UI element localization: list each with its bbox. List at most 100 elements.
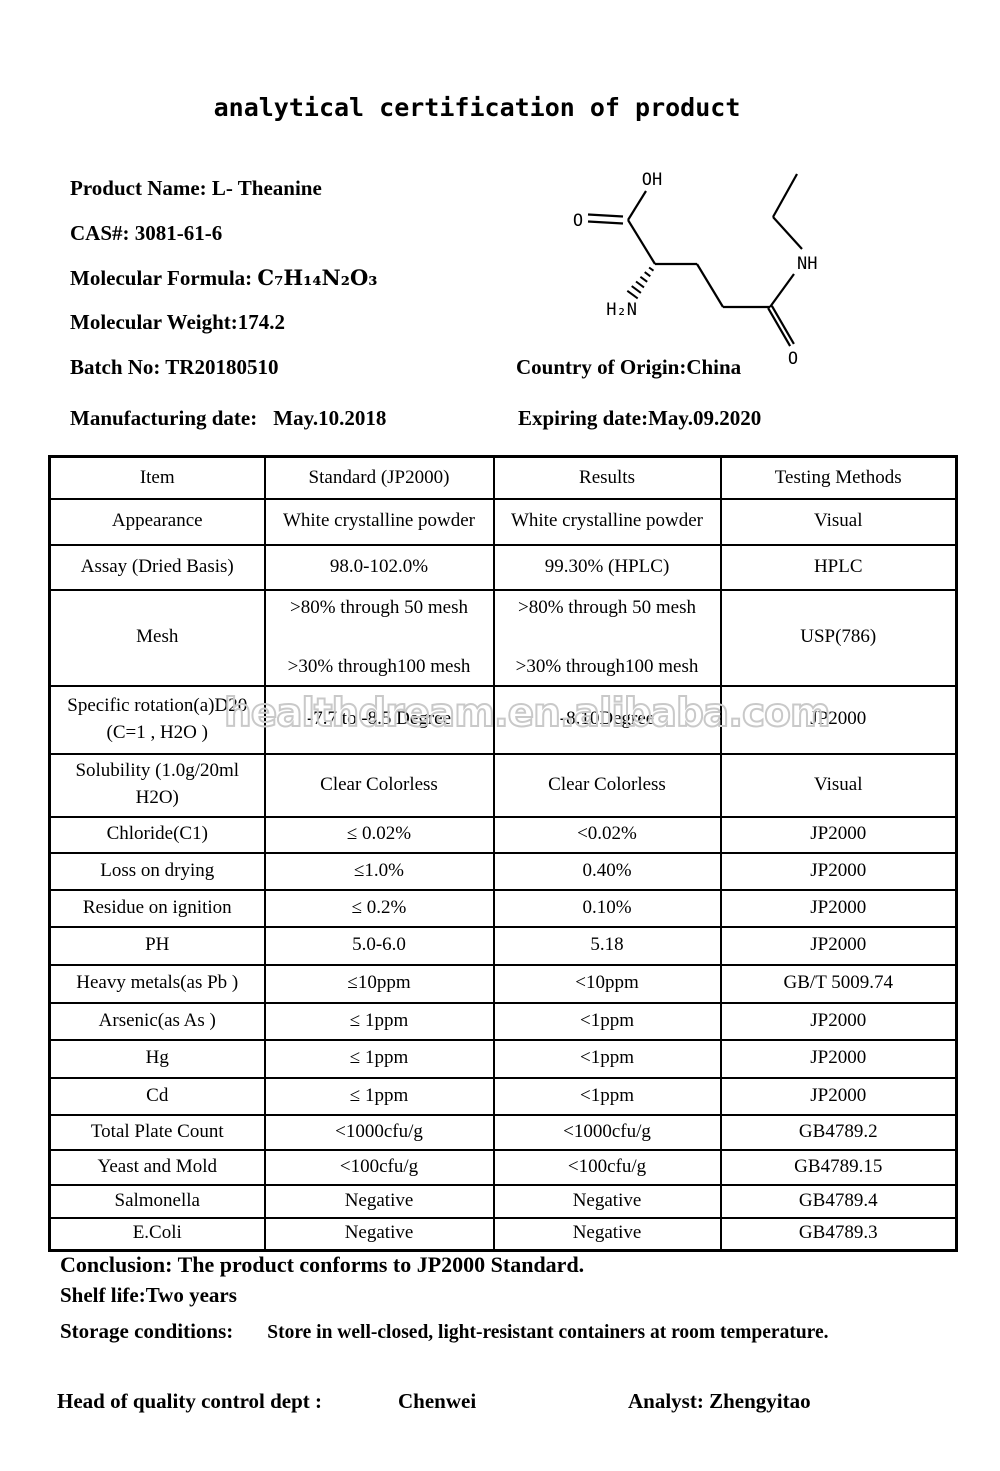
cell-content: Negative bbox=[267, 1188, 492, 1215]
molecule-structure: OH O H₂N NH O bbox=[573, 170, 818, 369]
cell-line: Appearance bbox=[111, 510, 203, 532]
cell-results: -8.10Degree bbox=[492, 684, 722, 755]
cell-line: <100cfu/g bbox=[339, 1155, 419, 1177]
cell-content: HPLC bbox=[723, 554, 955, 581]
cell-method: USP(786) bbox=[719, 588, 958, 687]
cell-line: <1ppm bbox=[580, 1047, 634, 1069]
cell-content: USP(786) bbox=[723, 624, 955, 651]
cell-line: JP2000 bbox=[810, 934, 867, 956]
cell-content: >80% through 50 mesh >30% through100 mesh bbox=[267, 592, 492, 684]
cell-line: ≤ 1ppm bbox=[349, 1009, 409, 1031]
cell-line: Visual bbox=[814, 510, 863, 532]
cell-line: Negative bbox=[572, 1222, 642, 1244]
cell-standard: ≤ 1ppm bbox=[263, 1038, 495, 1079]
cell-item: Mesh bbox=[48, 588, 266, 687]
cell-content: Chloride(C1) bbox=[52, 821, 263, 848]
cell-line: Negative bbox=[572, 1189, 642, 1211]
cell-line: >80% through 50 mesh bbox=[517, 596, 696, 618]
table-row: Mesh >80% through 50 mesh >30% through100 … bbox=[48, 588, 958, 687]
cell-content: Negative bbox=[496, 1220, 719, 1247]
cell-content: <1ppm bbox=[496, 1083, 719, 1110]
cell-content: JP2000 bbox=[723, 1008, 955, 1035]
cell-content: >80% through 50 mesh >30% through100 mesh bbox=[496, 592, 719, 684]
cell-content: E.Coli bbox=[52, 1220, 263, 1247]
cell-line: -7.7 to -8.5 Degree bbox=[306, 708, 452, 730]
table-row: Residue on ignition ≤ 0.2% 0.10% JP2000 bbox=[48, 888, 958, 928]
cell-content: JP2000 bbox=[723, 821, 955, 848]
cell-line: ≤1.0% bbox=[353, 859, 404, 881]
page-title: analytical certification of product bbox=[213, 93, 741, 122]
cell-method: GB4789.3 bbox=[719, 1216, 958, 1252]
cell-standard: ≤ 1ppm bbox=[263, 1076, 495, 1116]
cell-standard: ≤10ppm bbox=[263, 963, 495, 1004]
qc-dept-name: Chenwei bbox=[398, 1389, 477, 1413]
cell-content: ≤1.0% bbox=[267, 858, 492, 885]
cell-method: JP2000 bbox=[719, 684, 958, 755]
cell-method: GB4789.2 bbox=[719, 1113, 958, 1151]
cell-line: Negative bbox=[344, 1189, 414, 1211]
cas-line: CAS#: 3081-61-6 bbox=[70, 221, 223, 245]
cell-content: GB4789.4 bbox=[723, 1188, 955, 1215]
cell-line: (C=1 , H2O ) bbox=[106, 721, 209, 743]
cell-line: H2O) bbox=[135, 787, 179, 808]
cell-line: Yeast and Mold bbox=[97, 1155, 217, 1177]
cell-line: JP2000 bbox=[810, 896, 867, 918]
header-item: Item bbox=[48, 455, 266, 500]
cell-standard: Clear Colorless bbox=[263, 752, 495, 818]
cell-content: <0.02% bbox=[496, 821, 719, 848]
cell-content: <1ppm bbox=[496, 1008, 719, 1035]
cell-content: ≤ 1ppm bbox=[267, 1083, 492, 1110]
atom-label-nh: NH bbox=[797, 254, 817, 274]
cell-results: <100cfu/g bbox=[492, 1148, 722, 1186]
cell-line: <100cfu/g bbox=[567, 1155, 647, 1177]
storage-conditions-line: Storage conditions: Store in well-closed,… bbox=[60, 1319, 829, 1344]
cell-line: 5.0-6.0 bbox=[352, 934, 406, 956]
cell-line: <1000cfu/g bbox=[563, 1120, 651, 1142]
qc-dept-label: Head of quality control dept : bbox=[57, 1389, 323, 1413]
cell-content: ≤ 0.02% bbox=[267, 821, 492, 848]
table-row: E.Coli Negative Negative GB4789.3 bbox=[48, 1216, 958, 1252]
table-row: Cd ≤ 1ppm <1ppm JP2000 bbox=[48, 1076, 958, 1116]
cell-line: Visual bbox=[814, 773, 863, 795]
cell-content: JP2000 bbox=[723, 706, 955, 733]
cell-content: Appearance bbox=[52, 508, 263, 535]
cell-line: Specific rotation(a)D20 bbox=[67, 694, 248, 716]
cell-content: GB/T 5009.74 bbox=[723, 970, 955, 997]
cell-content: 0.40% bbox=[496, 858, 719, 885]
origin-line: Country of Origin:China bbox=[516, 355, 742, 379]
cell-line: ≤ 0.2% bbox=[351, 896, 407, 918]
formula-line: Molecular Formula: C₇H₁₄N₂O₃ bbox=[70, 265, 377, 291]
cell-results: 0.40% bbox=[492, 851, 722, 891]
product-name-line: Product Name: L- Theanine bbox=[70, 176, 322, 200]
cell-results: Negative bbox=[492, 1183, 722, 1219]
expiry-line: Expiring date:May.09.2020 bbox=[518, 406, 762, 430]
cell-line: Salmonella bbox=[114, 1189, 200, 1211]
batch-origin-line: Batch No: TR20180510 Country of Origin:Ch… bbox=[70, 355, 970, 380]
cell-results: <10ppm bbox=[492, 963, 722, 1004]
cell-line: <1000cfu/g bbox=[335, 1120, 423, 1142]
cell-line: 99.30% (HPLC) bbox=[544, 555, 670, 577]
cell-line: <1ppm bbox=[580, 1009, 634, 1031]
cell-results: 5.18 bbox=[492, 925, 722, 966]
cell-content: Assay (Dried Basis) bbox=[52, 554, 263, 581]
cell-line: JP2000 bbox=[810, 708, 867, 730]
cell-line: USP(786) bbox=[800, 626, 877, 648]
cell-method: Visual bbox=[719, 497, 958, 546]
cell-content: Salmonella bbox=[52, 1188, 263, 1215]
cell-results: 0.10% bbox=[492, 888, 722, 928]
cell-line: Assay (Dried Basis) bbox=[80, 555, 234, 577]
cell-line: 0.40% bbox=[582, 859, 632, 881]
cell-results: <1000cfu/g bbox=[492, 1113, 722, 1151]
signature-row: Head of quality control dept : Chenwei A… bbox=[57, 1389, 977, 1419]
cell-content: JP2000 bbox=[723, 1045, 955, 1072]
cell-standard: 98.0-102.0% bbox=[263, 543, 495, 591]
cell-content: JP2000 bbox=[723, 895, 955, 922]
cell-results: <1ppm bbox=[492, 1001, 722, 1041]
cell-content: <1ppm bbox=[496, 1045, 719, 1072]
cell-content: GB4789.2 bbox=[723, 1119, 955, 1146]
cell-line: JP2000 bbox=[810, 1084, 867, 1106]
cell-item: Assay (Dried Basis) bbox=[48, 543, 266, 591]
cell-content: JP2000 bbox=[723, 1083, 955, 1110]
table-row: Yeast and Mold <100cfu/g <100cfu/g GB4789.1… bbox=[48, 1148, 958, 1186]
